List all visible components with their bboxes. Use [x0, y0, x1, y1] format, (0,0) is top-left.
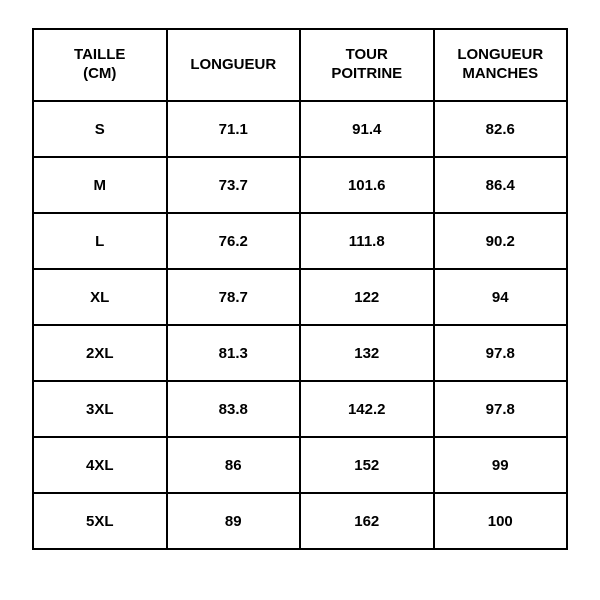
cell-length: 78.7: [167, 269, 301, 325]
cell-size: 2XL: [33, 325, 167, 381]
page: TAILLE (CM) LONGUEUR TOUR POITRINE LONGU…: [0, 0, 600, 600]
cell-sleeve: 97.8: [434, 381, 568, 437]
table-row: 5XL 89 162 100: [33, 493, 567, 549]
table-row: 2XL 81.3 132 97.8: [33, 325, 567, 381]
col-header-longueur-manches: LONGUEUR MANCHES: [434, 29, 568, 101]
col-header-longueur-manches-line1: LONGUEUR: [439, 46, 563, 65]
cell-sleeve: 86.4: [434, 157, 568, 213]
cell-length: 83.8: [167, 381, 301, 437]
cell-size: S: [33, 101, 167, 157]
col-header-longueur-line1: LONGUEUR: [172, 56, 296, 75]
cell-sleeve: 94: [434, 269, 568, 325]
cell-sleeve: 97.8: [434, 325, 568, 381]
col-header-longueur-manches-line2: MANCHES: [439, 65, 563, 84]
cell-chest: 152: [300, 437, 434, 493]
cell-sleeve: 99: [434, 437, 568, 493]
cell-size: L: [33, 213, 167, 269]
cell-chest: 142.2: [300, 381, 434, 437]
col-header-taille: TAILLE (CM): [33, 29, 167, 101]
col-header-longueur: LONGUEUR: [167, 29, 301, 101]
cell-chest: 91.4: [300, 101, 434, 157]
table-row: 4XL 86 152 99: [33, 437, 567, 493]
table-body: S 71.1 91.4 82.6 M 73.7 101.6 86.4 L 76.…: [33, 101, 567, 549]
cell-sleeve: 82.6: [434, 101, 568, 157]
table-row: S 71.1 91.4 82.6: [33, 101, 567, 157]
table-row: L 76.2 111.8 90.2: [33, 213, 567, 269]
cell-length: 81.3: [167, 325, 301, 381]
cell-length: 76.2: [167, 213, 301, 269]
cell-size: M: [33, 157, 167, 213]
col-header-tour-poitrine-line1: TOUR: [305, 46, 429, 65]
col-header-taille-line1: TAILLE: [38, 46, 162, 65]
cell-length: 71.1: [167, 101, 301, 157]
cell-chest: 162: [300, 493, 434, 549]
cell-sleeve: 100: [434, 493, 568, 549]
cell-size: 4XL: [33, 437, 167, 493]
cell-chest: 111.8: [300, 213, 434, 269]
col-header-tour-poitrine-line2: POITRINE: [305, 65, 429, 84]
table-header: TAILLE (CM) LONGUEUR TOUR POITRINE LONGU…: [33, 29, 567, 101]
table-header-row: TAILLE (CM) LONGUEUR TOUR POITRINE LONGU…: [33, 29, 567, 101]
cell-chest: 101.6: [300, 157, 434, 213]
cell-length: 89: [167, 493, 301, 549]
cell-chest: 132: [300, 325, 434, 381]
col-header-tour-poitrine: TOUR POITRINE: [300, 29, 434, 101]
cell-size: 3XL: [33, 381, 167, 437]
table-row: M 73.7 101.6 86.4: [33, 157, 567, 213]
cell-sleeve: 90.2: [434, 213, 568, 269]
table-row: 3XL 83.8 142.2 97.8: [33, 381, 567, 437]
cell-length: 73.7: [167, 157, 301, 213]
cell-size: 5XL: [33, 493, 167, 549]
cell-size: XL: [33, 269, 167, 325]
cell-length: 86: [167, 437, 301, 493]
size-chart-table: TAILLE (CM) LONGUEUR TOUR POITRINE LONGU…: [32, 28, 568, 550]
cell-chest: 122: [300, 269, 434, 325]
col-header-taille-line2: (CM): [38, 65, 162, 84]
table-row: XL 78.7 122 94: [33, 269, 567, 325]
